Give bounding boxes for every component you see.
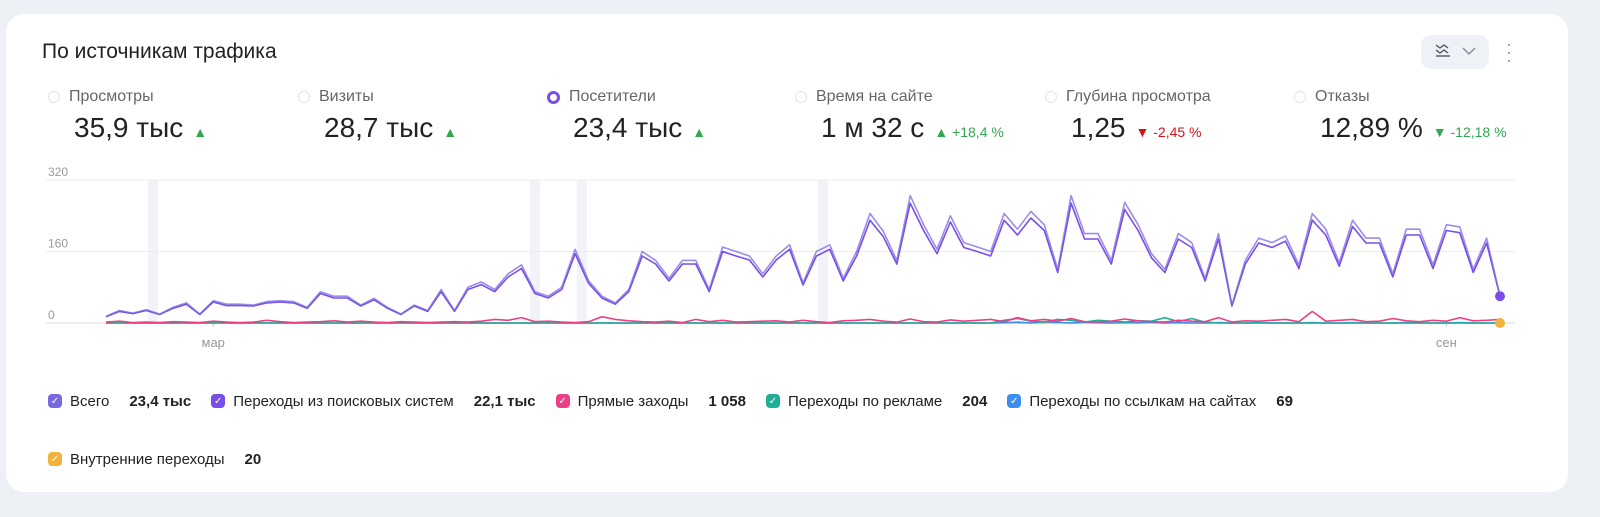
series-end-marker <box>1495 318 1505 328</box>
metric-value: 23,4 тыс <box>573 112 683 143</box>
legend-item[interactable]: ✓ Внутренние переходы 20 <box>48 450 261 468</box>
trend-up-icon: ▲ <box>692 124 707 140</box>
legend-total: 20 <box>244 450 262 468</box>
legend-item[interactable]: ✓ Переходы из поисковых систем 22,1 тыс <box>211 392 536 410</box>
traffic-sources-widget <box>6 14 1568 492</box>
metric-4[interactable]: Глубина просмотра 1,25 ▼ -2,45 % <box>1045 88 1211 144</box>
chevron-down-icon <box>1462 43 1476 61</box>
metric-radio[interactable] <box>547 90 560 104</box>
legend-total: 204 <box>962 392 988 410</box>
legend-label: Всего <box>70 392 110 410</box>
series-line <box>105 194 1501 318</box>
metric-delta: ▲ <box>193 124 207 140</box>
traffic-line-chart: 0 160 320 мар сен <box>46 165 1515 350</box>
legend-label: Переходы по ссылкам на сайтах <box>1029 392 1257 410</box>
legend-label: Прямые заходы <box>577 392 689 410</box>
x-tick-label: сен <box>1436 335 1457 350</box>
trend-up-icon: ▲ <box>193 124 208 140</box>
metric-3[interactable]: Время на сайте 1 м 32 с ▲ +18,4 % <box>795 88 1004 144</box>
metric-label: Посетители <box>569 88 656 105</box>
trend-up-icon: ▲ <box>934 124 949 140</box>
metric-value: 35,9 тыс <box>74 112 184 143</box>
chart-legend: ✓ Всего 23,4 тыс ✓ Переходы из поисковых сис… <box>48 392 1528 468</box>
metric-value: 1 м 32 с <box>821 112 925 143</box>
trend-down-icon: ▼ <box>1432 124 1447 140</box>
checkbox-checked-icon[interactable]: ✓ <box>555 394 570 408</box>
legend-total: 69 <box>1276 392 1293 410</box>
metric-label: Отказы <box>1315 88 1370 105</box>
legend-total: 23,4 тыс <box>129 392 192 410</box>
metric-delta: ▲ +18,4 % <box>934 124 1004 140</box>
metric-delta: ▼ -12,18 % <box>1432 124 1507 140</box>
metric-label: Глубина просмотра <box>1066 88 1211 105</box>
trend-up-icon: ▲ <box>443 124 458 140</box>
legend-total: 22,1 тыс <box>473 392 536 410</box>
metric-1[interactable]: Визиты 28,7 тыс ▲ <box>298 88 457 144</box>
legend-total: 1 058 <box>708 392 746 410</box>
checkbox-checked-icon[interactable]: ✓ <box>765 394 780 408</box>
kebab-icon[interactable]: · · · <box>1506 34 1512 70</box>
legend-item[interactable]: ✓ Переходы по рекламе 204 <box>765 392 988 410</box>
y-tick-label: 0 <box>48 308 55 322</box>
checkbox-checked-icon[interactable]: ✓ <box>211 394 226 408</box>
legend-item[interactable]: ✓ Переходы по ссылкам на сайтах 69 <box>1007 392 1293 410</box>
metric-radio[interactable] <box>795 91 807 103</box>
metric-value: 1,25 <box>1071 112 1126 143</box>
series-line <box>105 202 1501 318</box>
chart-type-selector[interactable] <box>1421 35 1489 69</box>
metric-value: 12,89 % <box>1320 112 1423 143</box>
legend-label: Внутренние переходы <box>70 450 225 468</box>
checkbox-checked-icon[interactable]: ✓ <box>48 452 62 466</box>
metric-radio[interactable] <box>48 91 60 103</box>
series-line <box>105 310 1501 324</box>
legend-item[interactable]: ✓ Всего 23,4 тыс <box>48 392 191 410</box>
metric-delta: ▲ <box>692 124 706 140</box>
series-end-marker <box>1495 291 1505 302</box>
legend-item[interactable]: ✓ Прямые заходы 1 058 <box>555 392 746 410</box>
checkbox-checked-icon[interactable]: ✓ <box>1007 394 1022 408</box>
legend-label: Переходы из поисковых систем <box>233 392 454 410</box>
metric-2[interactable]: Посетители 23,4 тыс ▲ <box>547 88 706 144</box>
metric-radio[interactable] <box>1045 91 1057 103</box>
checkbox-checked-icon[interactable]: ✓ <box>48 394 62 408</box>
metric-radio[interactable] <box>298 91 310 103</box>
metric-delta: ▼ -2,45 % <box>1135 124 1202 140</box>
metric-label: Визиты <box>319 88 374 105</box>
metric-label: Время на сайте <box>816 88 933 105</box>
widget-title: По источникам трафика <box>42 40 277 63</box>
x-tick-label: мар <box>202 335 225 350</box>
metric-0[interactable]: Просмотры 35,9 тыс ▲ <box>48 88 207 144</box>
trend-down-icon: ▼ <box>1135 124 1150 140</box>
metric-value: 28,7 тыс <box>324 112 434 143</box>
line-chart-icon <box>1434 42 1452 63</box>
legend-label: Переходы по рекламе <box>787 392 943 410</box>
metric-label: Просмотры <box>69 88 154 105</box>
metric-radio[interactable] <box>1294 91 1306 103</box>
y-tick-label: 320 <box>48 165 68 179</box>
y-tick-label: 160 <box>48 237 68 251</box>
metric-5[interactable]: Отказы 12,89 % ▼ -12,18 % <box>1294 88 1507 144</box>
series-line <box>106 316 1500 324</box>
metric-delta: ▲ <box>443 124 457 140</box>
